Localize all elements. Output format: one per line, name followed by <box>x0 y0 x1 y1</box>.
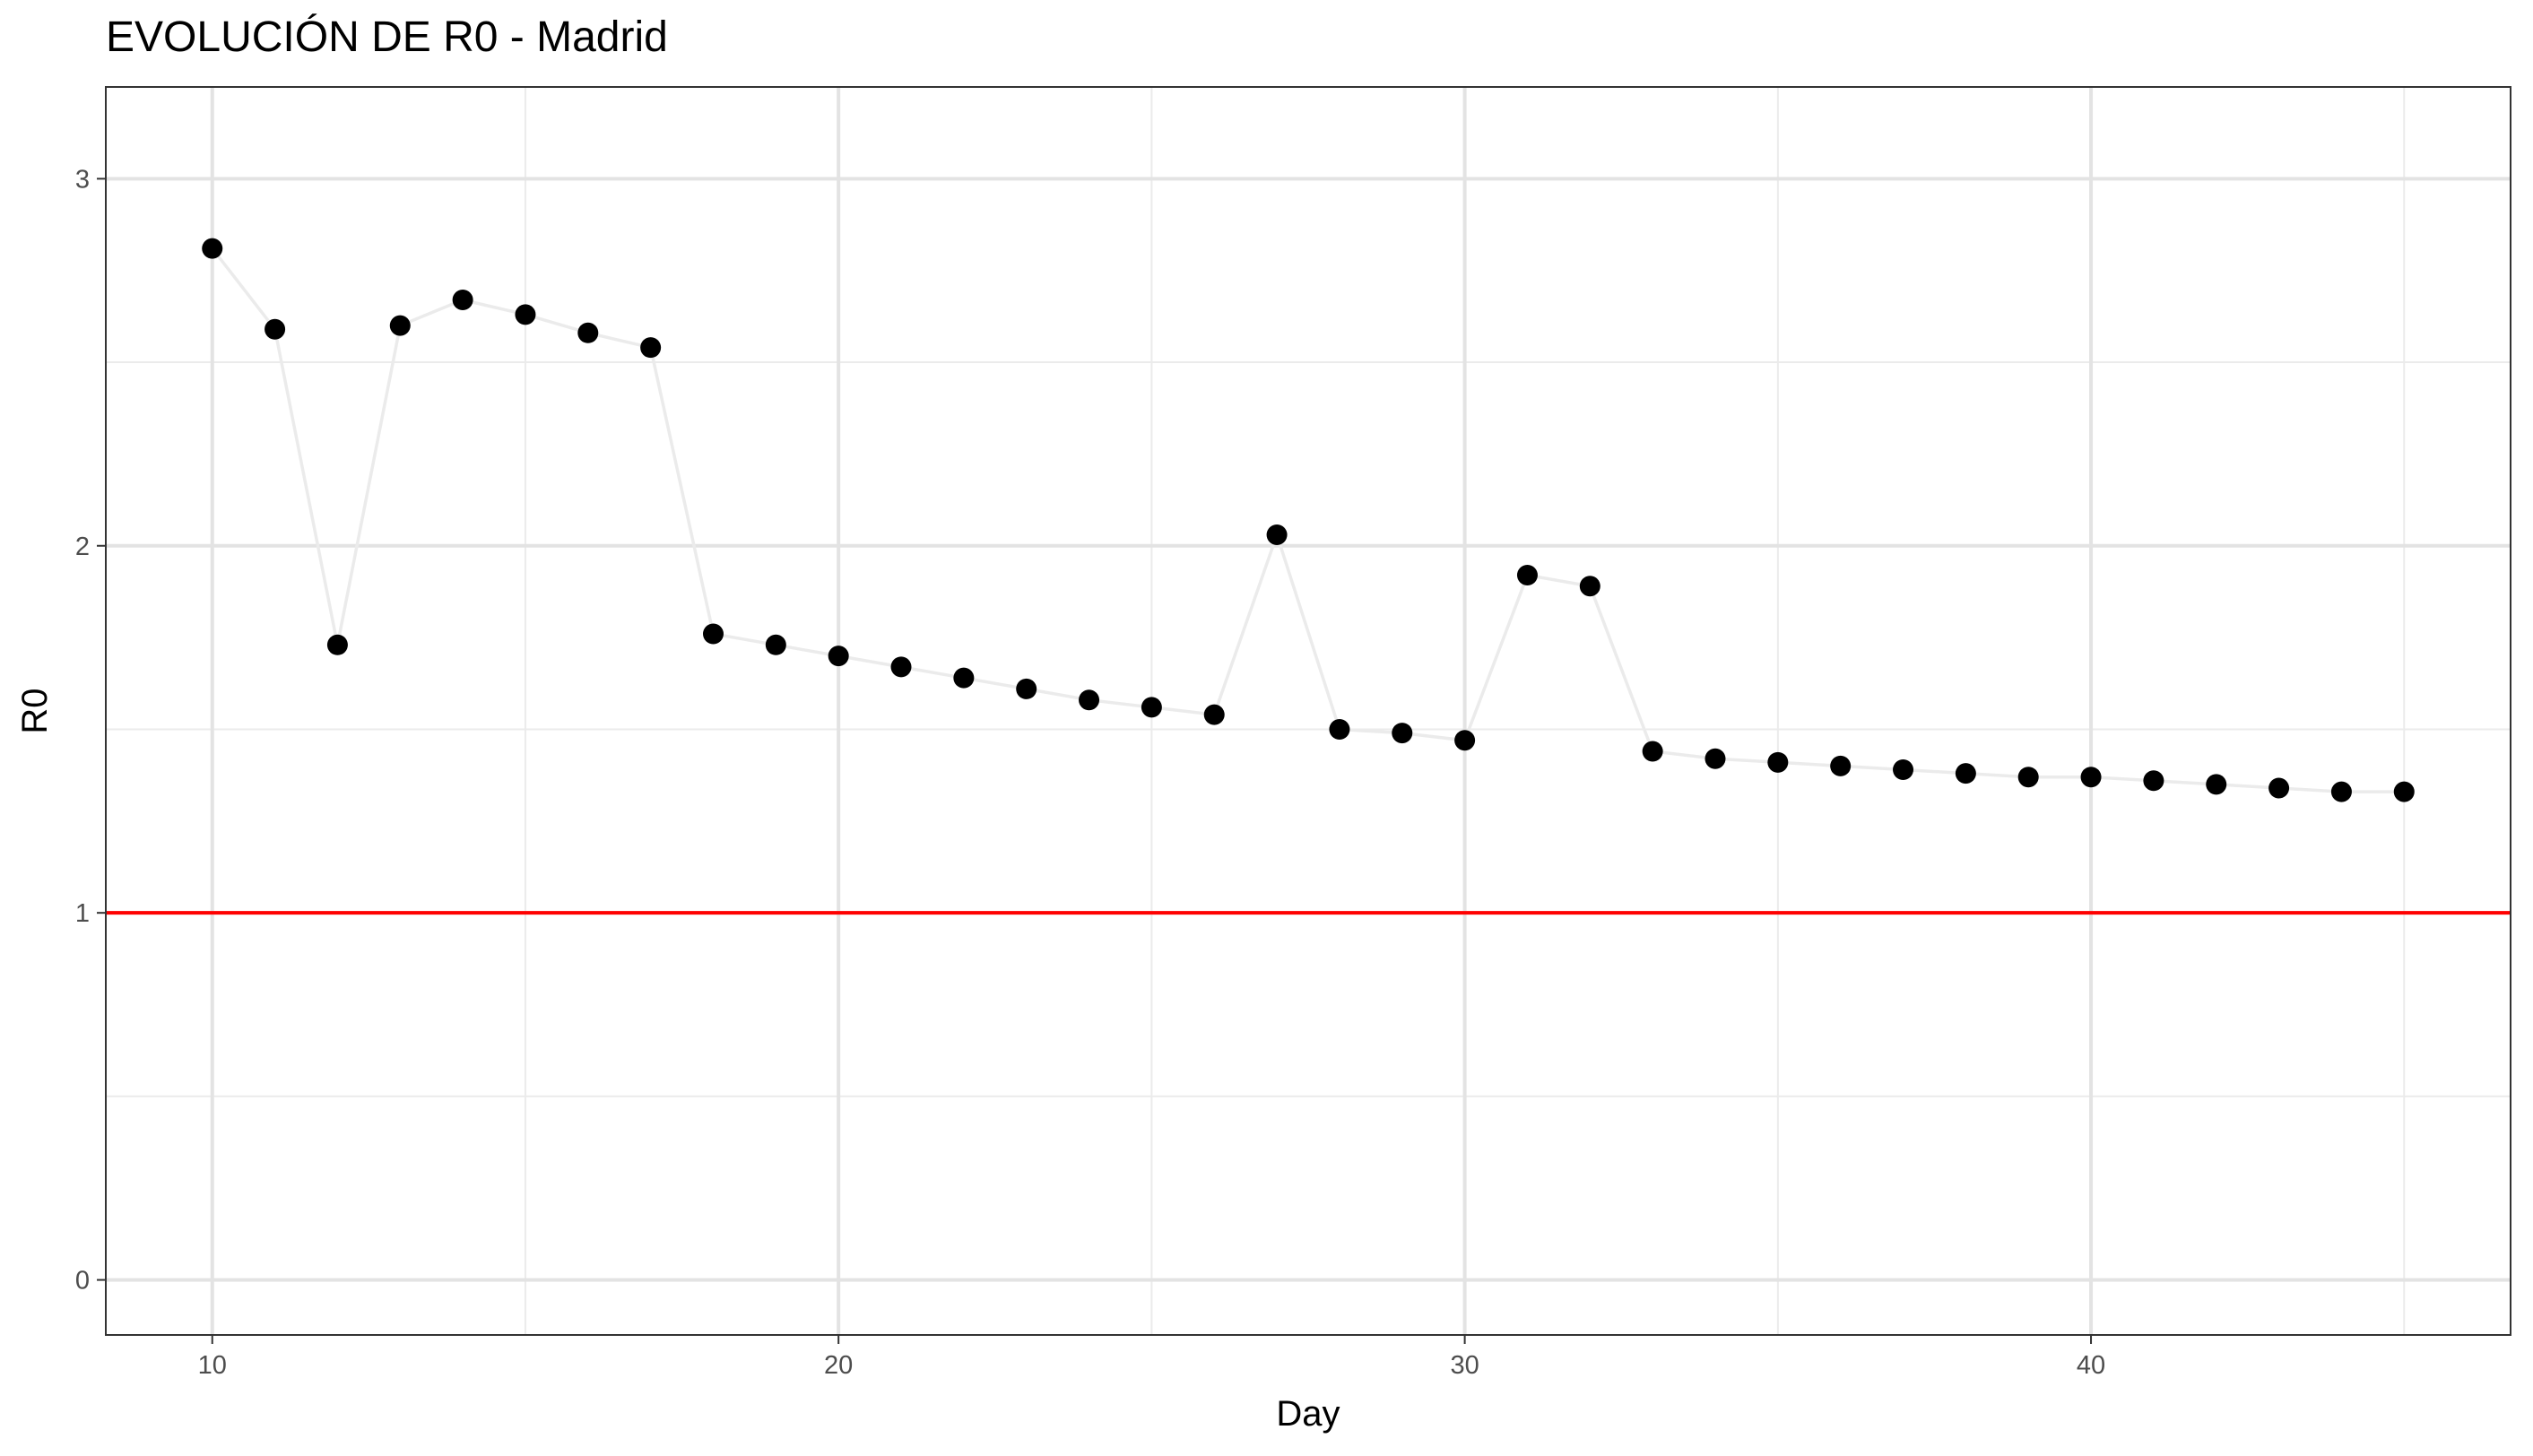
data-point <box>1579 576 1600 597</box>
data-point <box>1830 755 1852 776</box>
data-point <box>1955 763 1976 784</box>
data-point <box>1516 565 1538 586</box>
data-point <box>202 238 223 259</box>
x-tick-label: 30 <box>1450 1351 1479 1380</box>
data-point <box>1767 751 1789 773</box>
data-point <box>953 667 975 689</box>
x-tick-label: 40 <box>2077 1351 2105 1380</box>
data-point <box>1329 718 1350 740</box>
data-point <box>1079 689 1100 711</box>
data-point <box>515 304 536 325</box>
data-point <box>2206 774 2227 795</box>
data-point <box>265 318 286 340</box>
data-point <box>2080 767 2102 788</box>
data-point <box>2017 767 2039 788</box>
data-point <box>828 646 849 667</box>
data-point <box>2268 777 2290 799</box>
data-point <box>1642 741 1663 762</box>
y-tick-label: 0 <box>75 1267 90 1296</box>
data-points <box>202 238 2415 802</box>
data-point <box>1266 524 1288 545</box>
major-gridlines <box>106 87 2511 1335</box>
chart-title: EVOLUCIÓN DE R0 - Madrid <box>106 13 668 61</box>
x-axis-title: Day <box>1276 1394 1340 1434</box>
data-point <box>702 623 724 645</box>
x-tick-label: 20 <box>824 1351 853 1380</box>
y-axis-title: R0 <box>15 688 55 733</box>
data-point <box>389 315 411 336</box>
data-point <box>1016 678 1037 699</box>
data-point <box>452 289 473 310</box>
data-point <box>890 656 912 678</box>
data-point <box>1141 697 1162 718</box>
data-point <box>1392 723 1413 744</box>
data-point <box>1454 730 1476 751</box>
data-point <box>1893 759 1914 781</box>
minor-gridlines <box>106 87 2511 1335</box>
data-point <box>326 634 348 655</box>
data-point <box>2143 770 2164 792</box>
y-axis-ticks: 0 1 2 3 <box>75 165 106 1296</box>
plot-panel-border <box>105 86 2511 1336</box>
x-axis-ticks: 10 20 30 40 <box>198 1335 2105 1380</box>
y-tick-label: 3 <box>75 165 90 194</box>
data-point <box>1203 704 1225 725</box>
data-point <box>2330 781 2352 802</box>
data-point <box>640 337 662 359</box>
series-connecting-line-group <box>211 247 2405 793</box>
y-tick-label: 2 <box>75 533 90 561</box>
data-point <box>1705 748 1726 769</box>
y-tick-label: 1 <box>75 899 90 928</box>
data-point <box>2393 781 2415 802</box>
x-tick-label: 10 <box>198 1351 227 1380</box>
data-point <box>765 634 786 655</box>
data-point <box>577 322 599 343</box>
series-line <box>211 247 2405 793</box>
